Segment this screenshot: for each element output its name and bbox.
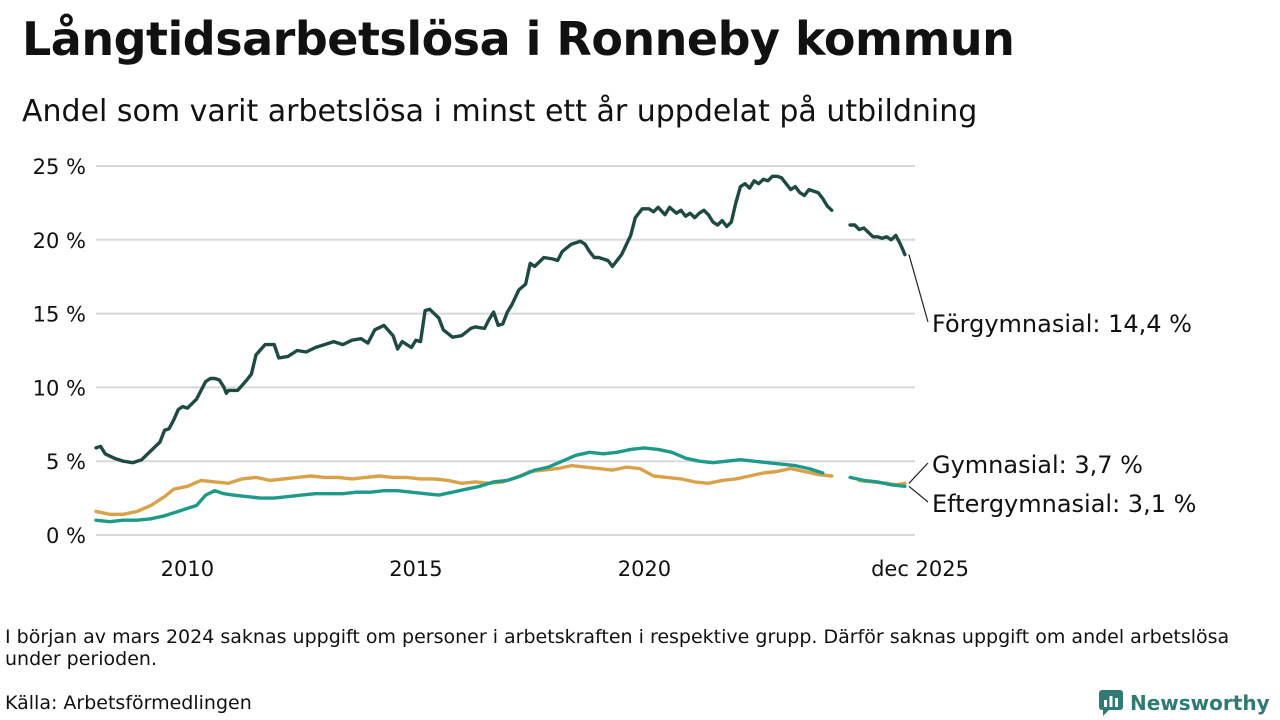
grid-lines	[96, 165, 915, 536]
leader-line	[908, 462, 929, 484]
y-tick-label: 10 %	[33, 376, 86, 400]
newsworthy-logo-text: Newsworthy	[1130, 691, 1270, 715]
y-tick-label: 5 %	[46, 450, 86, 474]
chart-subtitle: Andel som varit arbetslösa i minst ett å…	[22, 94, 978, 129]
y-tick-label: 20 %	[33, 229, 86, 253]
x-tick-label: 2010	[161, 557, 214, 581]
y-tick-label: 0 %	[46, 524, 86, 548]
series-line-eftergymnasial-1	[94, 446, 825, 524]
y-tick-label: 25 %	[33, 155, 86, 179]
x-tick-label: 2020	[618, 557, 671, 581]
footnote: I början av mars 2024 saknas uppgift om …	[5, 626, 1230, 670]
line-chart: 0 % 5 % 10 % 15 % 20 % 25 % 2010 2015 2020 dec 20…	[33, 155, 1197, 581]
axis-labels: 0 % 5 % 10 % 15 % 20 % 25 % 2010 2015 2020 dec 20…	[33, 155, 969, 581]
series-line-förgymnasial-2	[848, 223, 907, 257]
newsworthy-logo-icon	[1099, 690, 1123, 716]
x-tick-label: dec 2025	[871, 557, 969, 581]
series-lines	[94, 174, 907, 524]
leader-line	[908, 485, 929, 503]
series-end-label: Förgymnasial: 14,4 %	[932, 310, 1192, 338]
newsworthy-logo: Newsworthy	[1098, 688, 1270, 718]
series-line-förgymnasial-1	[94, 174, 834, 465]
series-line-eftergymnasial-2	[848, 475, 907, 488]
leader-line	[908, 254, 929, 323]
x-tick-label: 2015	[389, 557, 442, 581]
series-labels: Förgymnasial: 14,4 % Gymnasial: 3,7 % Efte…	[908, 254, 1196, 518]
y-tick-label: 15 %	[33, 303, 86, 327]
series-line-gymnasial-1	[94, 463, 834, 516]
series-end-label: Gymnasial: 3,7 %	[932, 451, 1143, 479]
source-credit: Källa: Arbetsförmedlingen	[5, 692, 252, 714]
chart-title: Långtidsarbetslösa i Ronneby kommun	[22, 12, 1015, 66]
series-end-label: Eftergymnasial: 3,1 %	[932, 490, 1196, 518]
